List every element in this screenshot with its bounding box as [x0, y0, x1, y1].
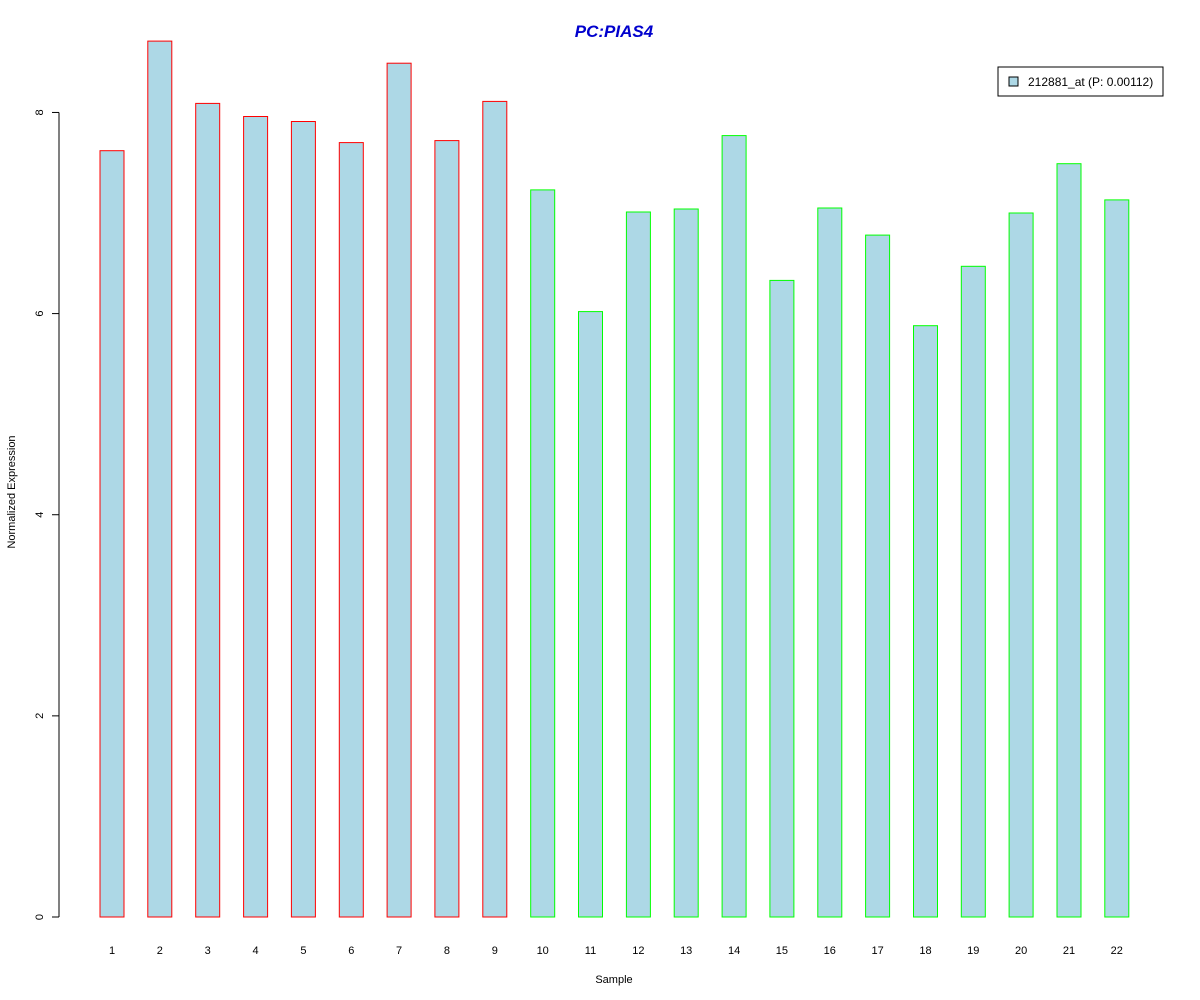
y-tick-label: 6 — [34, 311, 46, 317]
x-tick-label: 12 — [632, 945, 644, 957]
bar-sample-16 — [817, 207, 843, 918]
y-tick-label: 4 — [34, 512, 46, 518]
x-tick-label: 11 — [585, 945, 596, 957]
bar-sample-17 — [865, 234, 891, 918]
x-tick-label: 14 — [728, 945, 740, 957]
bar-sample-21 — [1056, 163, 1082, 918]
x-tick-label: 19 — [967, 945, 979, 957]
bars — [99, 40, 1130, 918]
bar-sample-9 — [482, 100, 508, 918]
x-tick-label: 6 — [348, 945, 354, 957]
chart-title: PC:PIAS4 — [575, 22, 654, 41]
x-tick-label: 10 — [537, 945, 549, 957]
x-tick-label: 3 — [205, 945, 211, 957]
bar-sample-15 — [769, 279, 795, 918]
x-tick-label: 4 — [253, 945, 259, 957]
x-tick-label: 7 — [396, 945, 402, 957]
legend-swatch — [1008, 76, 1019, 87]
legend: 212881_at (P: 0.00112) — [997, 66, 1164, 97]
bar-sample-5 — [290, 121, 316, 918]
x-tick-label: 8 — [444, 945, 450, 957]
bar-sample-13 — [673, 208, 699, 918]
x-tick-label: 21 — [1063, 945, 1075, 957]
bar-sample-6 — [338, 142, 364, 918]
x-tick-label: 1 — [109, 945, 115, 957]
x-tick-label: 9 — [492, 945, 498, 957]
bar-sample-1 — [99, 150, 125, 918]
bar-sample-8 — [434, 140, 460, 918]
x-tick-label: 2 — [157, 945, 163, 957]
legend-label: 212881_at (P: 0.00112) — [1028, 75, 1153, 89]
bar-sample-11 — [578, 311, 603, 918]
y-axis: 0 2 4 6 8 — [34, 109, 60, 920]
x-tick-label: 13 — [680, 945, 692, 957]
bar-sample-12 — [625, 211, 651, 918]
bar-sample-22 — [1104, 199, 1130, 918]
bar-sample-10 — [530, 189, 556, 918]
x-tick-label: 20 — [1015, 945, 1027, 957]
y-axis-label: Normalized Expression — [6, 435, 18, 548]
bar-sample-2 — [147, 40, 173, 918]
bar-sample-7 — [386, 62, 412, 918]
bar-sample-20 — [1008, 212, 1034, 918]
x-tick-label: 16 — [824, 945, 836, 957]
x-tick-label: 17 — [871, 945, 883, 957]
bar-sample-14 — [721, 135, 747, 918]
bar-sample-18 — [913, 325, 938, 918]
x-tick-label: 22 — [1111, 945, 1123, 957]
y-tick-label: 8 — [34, 109, 46, 115]
x-tick-label: 5 — [300, 945, 306, 957]
x-tick-label: 18 — [919, 945, 931, 957]
y-tick-label: 0 — [34, 914, 46, 920]
x-tick-label: 15 — [776, 945, 788, 957]
bar-sample-19 — [960, 265, 986, 918]
y-tick-label: 2 — [34, 713, 46, 719]
bar-sample-3 — [195, 102, 221, 918]
bar-sample-4 — [243, 116, 269, 918]
x-tick-labels: 1 2 3 4 5 6 7 8 9 10 11 12 13 14 15 16 17 18 19 20 21 22 — [109, 945, 1123, 957]
x-axis-label: Sample — [595, 974, 632, 986]
legend-box — [997, 66, 1164, 97]
